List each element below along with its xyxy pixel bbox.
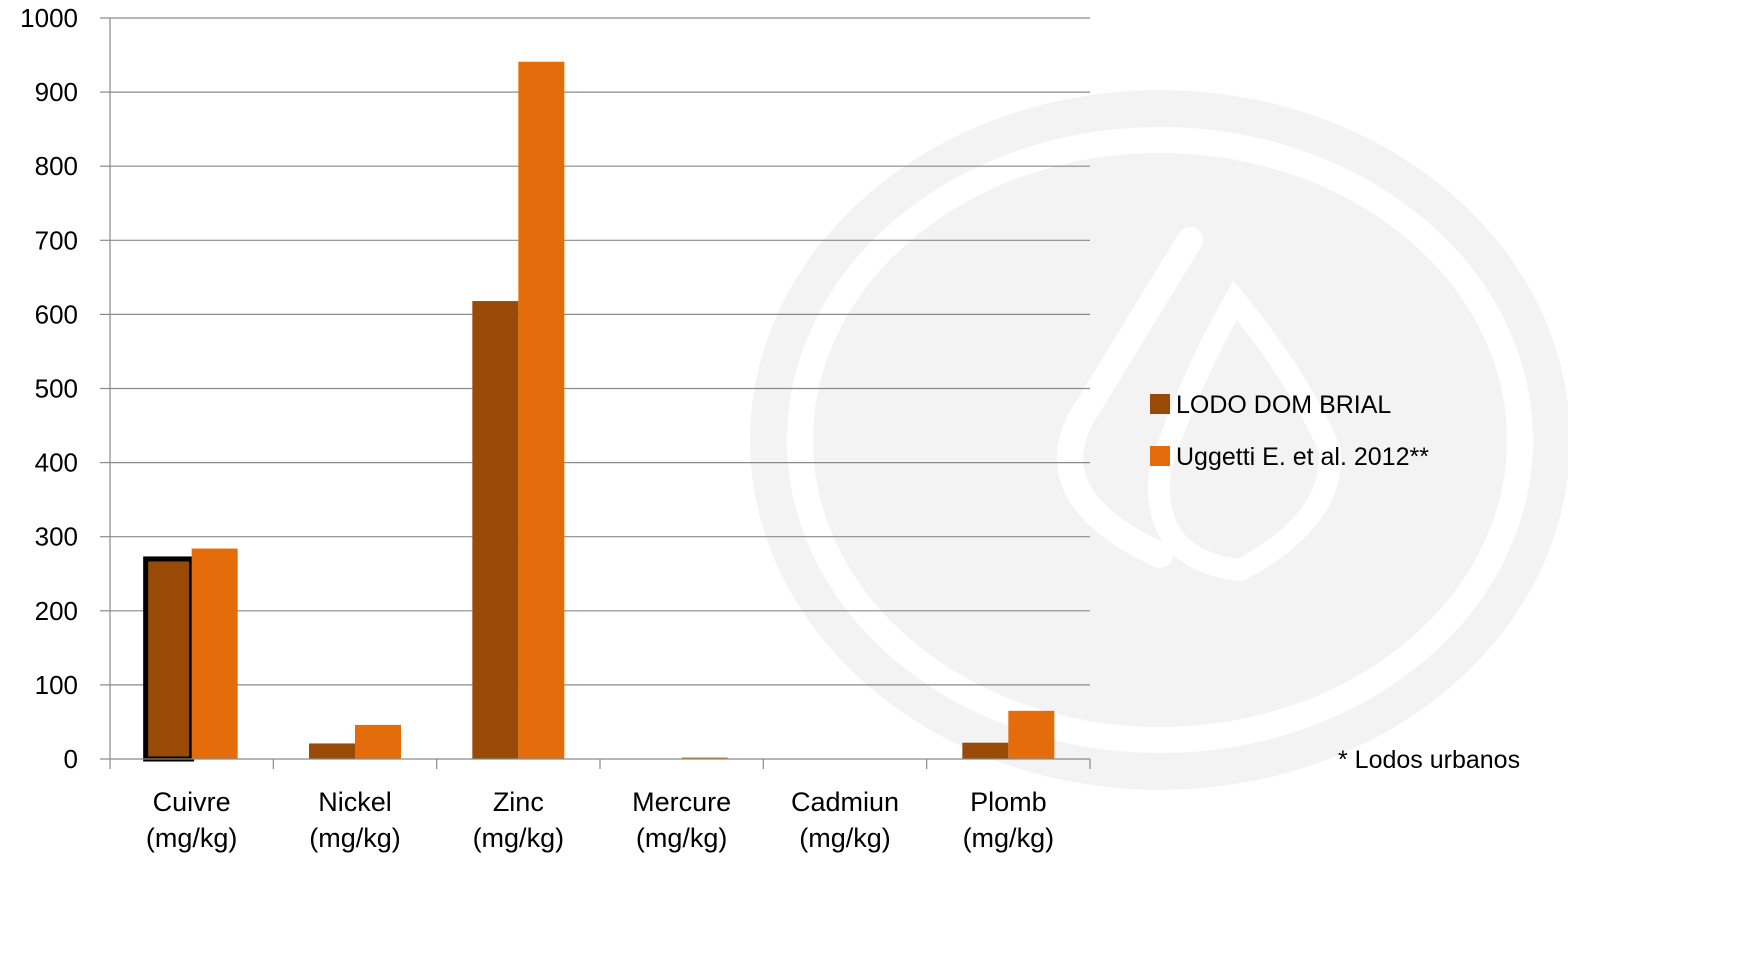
footnote: * Lodos urbanos: [1338, 746, 1520, 774]
x-axis: Cuivre (mg/kg) Nickel (mg/kg) Zinc (mg/kg) Mer…: [109, 758, 1091, 853]
gridlines: [110, 17, 1090, 686]
y-tick-label: 600: [35, 299, 78, 329]
x-category-label: (mg/kg): [799, 823, 891, 853]
x-category-label: Mercure: [632, 787, 731, 817]
y-tick-label: 300: [35, 522, 78, 552]
x-category-label: (mg/kg): [963, 823, 1055, 853]
x-category-label: (mg/kg): [146, 823, 238, 853]
watermark-drop-icon: [750, 90, 1568, 790]
y-tick-label: 700: [35, 225, 78, 255]
legend-label: LODO DOM BRIAL: [1176, 391, 1391, 419]
bar-series1: [309, 743, 355, 759]
y-tick-label: 900: [35, 77, 78, 107]
x-category-label: Plomb: [970, 787, 1047, 817]
x-category-label: Zinc: [493, 787, 544, 817]
bar-series2: [191, 548, 238, 759]
bar-series2: [355, 724, 401, 759]
x-category-label: (mg/kg): [636, 823, 728, 853]
y-tick-label: 1000: [20, 3, 78, 33]
x-category-label: (mg/kg): [309, 823, 401, 853]
legend-label: Uggetti E. et al. 2012**: [1176, 443, 1429, 471]
legend-swatch: [1150, 446, 1170, 466]
bar-series2: [518, 61, 565, 760]
x-category-label: Cuivre: [153, 787, 231, 817]
legend-swatch: [1150, 394, 1170, 414]
bar-chart: 0 100 200 300 400 500 600 700 800 900 1000 Cuivre (…: [20, 3, 1568, 853]
bar-series1: [143, 556, 195, 762]
x-category-label: (mg/kg): [473, 823, 565, 853]
bar-series2: [681, 757, 728, 759]
y-axis: 0 100 200 300 400 500 600 700 800 900 1000: [20, 3, 111, 774]
legend: LODO DOM BRIAL Uggetti E. et al. 2012**: [1150, 391, 1429, 471]
bar-series2: [1008, 710, 1055, 759]
y-tick-label: 400: [35, 448, 78, 478]
y-tick-label: 200: [35, 596, 78, 626]
x-category-label: Nickel: [318, 787, 392, 817]
y-tick-label: 100: [35, 670, 78, 700]
bars: [143, 61, 1055, 762]
y-tick-label: 500: [35, 374, 78, 404]
x-category-label: Cadmiun: [791, 787, 899, 817]
y-tick-label: 0: [64, 744, 78, 774]
bar-series1: [962, 742, 1009, 759]
y-tick-label: 800: [35, 151, 78, 181]
bar-series1: [472, 301, 519, 759]
